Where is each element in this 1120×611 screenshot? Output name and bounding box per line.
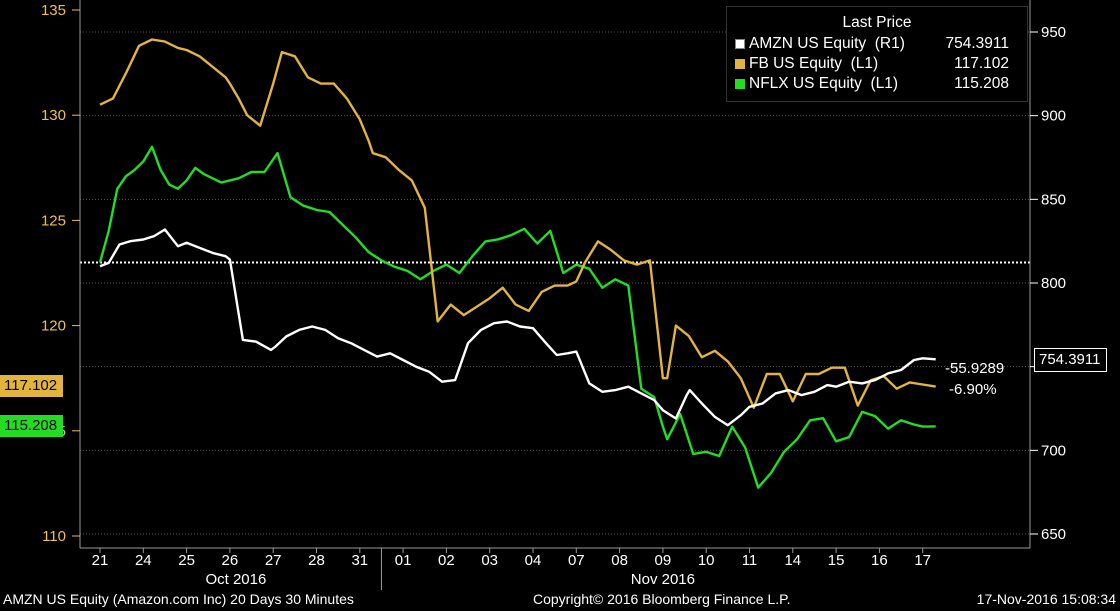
legend-entry-nflx: NFLX US Equity (L1) 115.208 xyxy=(727,74,1027,94)
x-tick-label: 21 xyxy=(92,552,109,569)
x-tick-label: 26 xyxy=(222,552,239,569)
x-tick-label: 10 xyxy=(698,552,715,569)
left-tick-label: 135 xyxy=(41,2,66,19)
legend-entry-fb: FB US Equity (L1) 117.102 xyxy=(727,54,1027,74)
series-line-fb xyxy=(99,38,936,409)
right-tick-label: 650 xyxy=(1041,526,1066,543)
legend: Last Price AMZN US Equity (R1) 754.3911 … xyxy=(726,6,1028,102)
legend-title: Last Price xyxy=(842,14,912,31)
x-tick-label: 16 xyxy=(871,552,888,569)
footer-left: AMZN US Equity (Amazon.com Inc) 20 Days … xyxy=(3,591,354,607)
change-percent: -6.90% xyxy=(949,381,997,398)
x-tick-label: 28 xyxy=(308,552,325,569)
right-tick-label: 950 xyxy=(1041,24,1066,41)
legend-swatch-amzn xyxy=(735,39,745,49)
gridlines xyxy=(80,31,1030,535)
left-tick-label: 120 xyxy=(41,318,66,335)
legend-value-fb: 117.102 xyxy=(954,55,1009,72)
legend-value-amzn: 754.3911 xyxy=(945,35,1010,52)
x-tick-label: 24 xyxy=(135,552,152,569)
right-tick-label: 850 xyxy=(1041,191,1066,208)
x-tick-label: 11 xyxy=(742,552,758,569)
x-tick-label: 27 xyxy=(265,552,282,569)
left-tick-label: 130 xyxy=(41,107,66,124)
x-tick-label: 14 xyxy=(784,552,801,569)
legend-swatch-nflx xyxy=(735,79,745,89)
legend-name-fb: FB US Equity (L1) xyxy=(749,55,879,72)
series-group xyxy=(98,38,936,489)
x-tick-label: 31 xyxy=(351,552,368,569)
right-tick-label: 900 xyxy=(1041,108,1066,125)
series-line-nflx xyxy=(98,145,936,489)
month-label: Nov 2016 xyxy=(631,571,695,588)
x-tick-label: 25 xyxy=(178,552,195,569)
last-value-tag-amzn: 754.3911 xyxy=(1034,348,1108,372)
left-tick-label: 110 xyxy=(42,528,66,545)
x-tick-label: 07 xyxy=(568,552,585,569)
legend-entry-amzn: AMZN US Equity (R1) 754.3911 xyxy=(727,34,1027,54)
x-tick-label: 02 xyxy=(438,552,455,569)
x-tick-label: 08 xyxy=(611,552,628,569)
right-tick-label: 700 xyxy=(1041,442,1066,459)
month-label: Oct 2016 xyxy=(205,571,266,588)
last-value-tag-fb: 117.102 xyxy=(0,375,64,397)
legend-name-amzn: AMZN US Equity (R1) xyxy=(749,35,905,52)
x-tick-label: 15 xyxy=(828,552,845,569)
right-tick-label: 800 xyxy=(1041,275,1066,292)
x-tick-label: 09 xyxy=(655,552,672,569)
footer-right: 17-Nov-2016 15:08:34 xyxy=(976,591,1116,607)
legend-swatch-fb xyxy=(735,59,745,69)
legend-name-nflx: NFLX US Equity (L1) xyxy=(749,75,899,92)
left-tick-label: 125 xyxy=(41,212,66,229)
x-tick-label: 01 xyxy=(395,552,412,569)
series-line-amzn xyxy=(99,228,936,427)
legend-value-nflx: 115.208 xyxy=(954,75,1009,92)
last-value-tag-nflx: 115.208 xyxy=(0,415,64,437)
change-absolute: -55.9289 xyxy=(945,360,1005,377)
footer-center: Copyright© 2016 Bloomberg Finance L.P. xyxy=(533,591,791,607)
x-tick-label: 04 xyxy=(525,552,542,569)
x-tick-label: 03 xyxy=(481,552,498,569)
axes: 1101151201251301356507007508008509009502… xyxy=(41,0,1066,590)
x-tick-label: 17 xyxy=(914,552,931,569)
